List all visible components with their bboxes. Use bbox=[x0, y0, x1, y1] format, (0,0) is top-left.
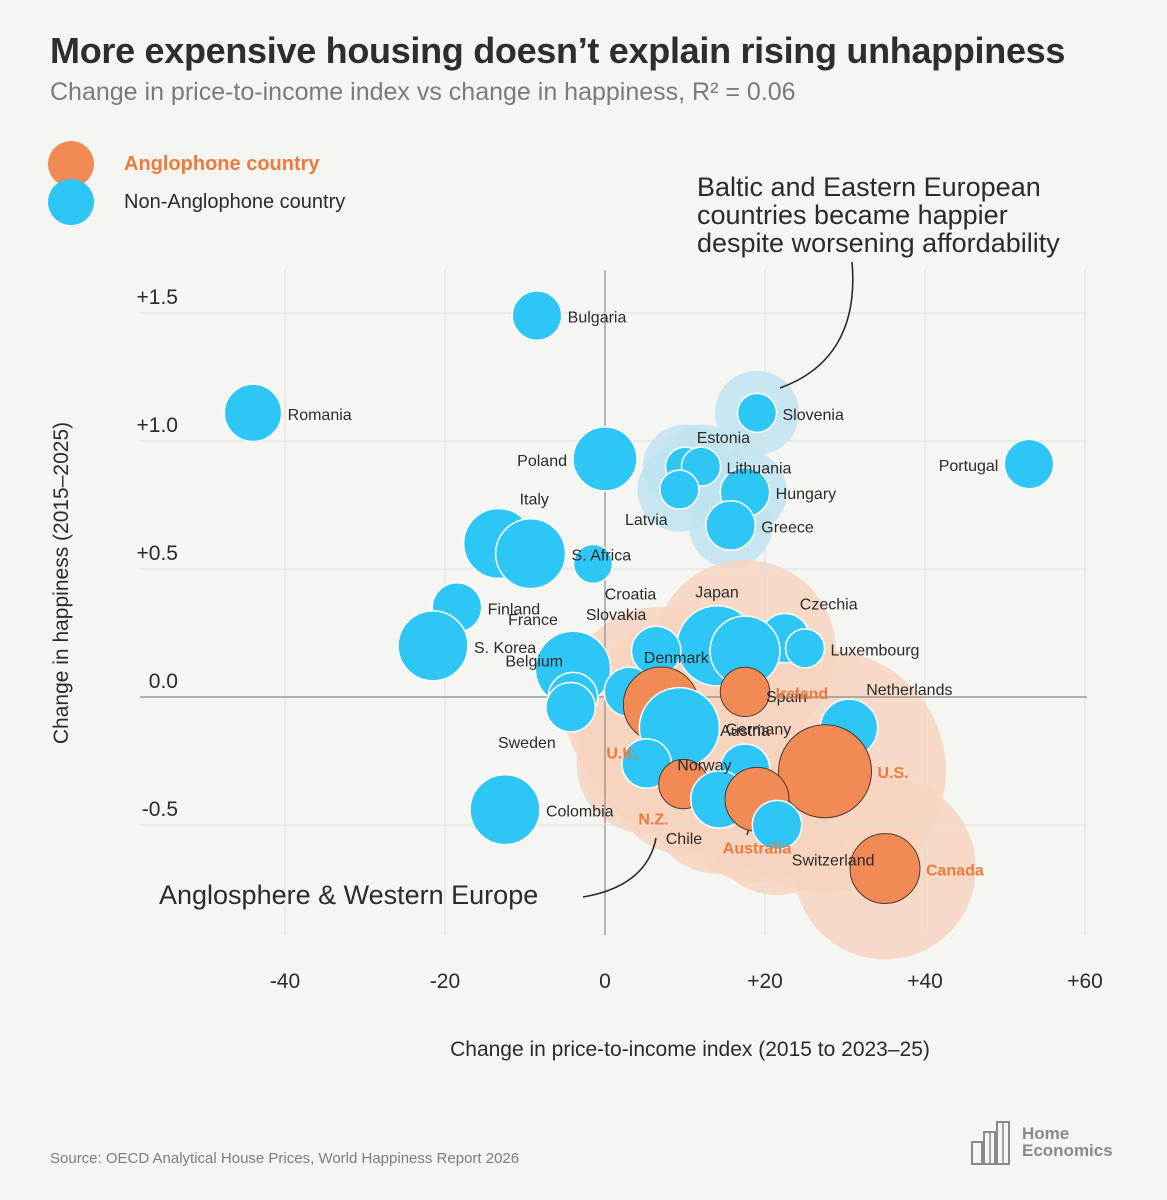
label-u-k: U.K. bbox=[606, 745, 638, 762]
label-estonia: Estonia bbox=[697, 430, 750, 447]
point-portugal[interactable] bbox=[1003, 438, 1055, 490]
data-points bbox=[223, 290, 1055, 904]
brand-line-1: Home bbox=[1022, 1124, 1070, 1143]
label-colombia: Colombia bbox=[546, 804, 614, 821]
legend-label-anglophone: Anglophone country bbox=[124, 152, 320, 175]
brand-line-2: Economics bbox=[1022, 1141, 1113, 1160]
legend-dot-non-anglophone bbox=[48, 179, 94, 225]
point-switzerland[interactable] bbox=[751, 799, 803, 851]
y-tick-label: -0.5 bbox=[142, 798, 178, 821]
point-u-s[interactable] bbox=[777, 724, 873, 819]
label-japan: Japan bbox=[695, 585, 739, 602]
label-s-africa: S. Africa bbox=[572, 548, 632, 565]
point-canada[interactable] bbox=[849, 833, 921, 904]
legend-item-anglophone: Anglophone country bbox=[48, 141, 345, 187]
label-canada: Canada bbox=[926, 863, 984, 880]
label-switzerland: Switzerland bbox=[792, 853, 875, 870]
chart-title: More expensive housing doesn’t explain r… bbox=[50, 30, 1066, 71]
label-austria: Austria bbox=[720, 723, 770, 740]
label-n-z: N.Z. bbox=[638, 812, 668, 829]
label-spain: Spain bbox=[766, 689, 807, 706]
baltic-callout-line bbox=[779, 261, 854, 389]
label-luxembourg: Luxembourg bbox=[831, 642, 920, 659]
label-portugal: Portugal bbox=[939, 458, 999, 475]
label-australia: Australia bbox=[723, 840, 792, 857]
label-greece: Greece bbox=[761, 519, 814, 536]
brand-logo: Home Economics bbox=[970, 1118, 1113, 1166]
source-note: Source: OECD Analytical House Prices, Wo… bbox=[50, 1150, 520, 1167]
x-tick-label: -40 bbox=[270, 970, 300, 993]
x-tick-label: +60 bbox=[1067, 970, 1103, 993]
point-luxembourg[interactable] bbox=[784, 628, 826, 669]
point-labels: Bulgaria Romania Slovenia Poland Estonia Lith… bbox=[288, 310, 999, 880]
point-s-korea[interactable] bbox=[397, 610, 469, 682]
label-latvia: Latvia bbox=[625, 512, 668, 529]
y-tick-label: +1.0 bbox=[137, 414, 178, 437]
label-croatia: Croatia bbox=[605, 586, 657, 603]
y-tick-label: 0.0 bbox=[149, 670, 178, 693]
baltic-annotation-line-1: Baltic and Eastern European bbox=[697, 172, 1041, 202]
label-norway: Norway bbox=[677, 758, 731, 775]
label-lithuania: Lithuania bbox=[727, 461, 792, 478]
point-s-africa[interactable] bbox=[494, 517, 567, 590]
point-latvia[interactable] bbox=[659, 469, 700, 510]
building-icon bbox=[971, 1121, 1010, 1165]
label-belgium: Belgium bbox=[505, 653, 563, 670]
anglosphere-callout-line bbox=[582, 837, 657, 898]
legend-item-non-anglophone: Non-Anglophone country bbox=[48, 179, 346, 225]
point-sweden[interactable] bbox=[545, 681, 597, 733]
label-france: France bbox=[508, 612, 558, 629]
y-tick-label: +0.5 bbox=[137, 542, 178, 565]
label-s-korea: S. Korea bbox=[474, 640, 536, 657]
x-tick-label: +20 bbox=[747, 970, 783, 993]
point-colombia[interactable] bbox=[469, 773, 541, 846]
y-axis-label: Change in happiness (2015–2025) bbox=[50, 422, 73, 744]
label-sweden: Sweden bbox=[498, 735, 556, 752]
point-poland[interactable] bbox=[572, 426, 638, 492]
baltic-annotation-line-3: despite worsening affordability bbox=[697, 228, 1060, 258]
point-slovenia[interactable] bbox=[736, 392, 778, 434]
label-netherlands: Netherlands bbox=[866, 682, 952, 699]
label-slovenia: Slovenia bbox=[783, 407, 844, 424]
label-denmark: Denmark bbox=[644, 650, 710, 667]
x-tick-label: -20 bbox=[430, 970, 460, 993]
x-axis-label: Change in price-to-income index (2015 to… bbox=[450, 1038, 930, 1061]
label-poland: Poland bbox=[517, 453, 567, 470]
label-finland: Finland bbox=[488, 601, 540, 618]
point-croatia[interactable] bbox=[572, 543, 614, 585]
label-ireland: Ireland bbox=[776, 686, 828, 703]
label-czechia: Czechia bbox=[800, 596, 858, 613]
axis-ticks: -40 -20 0 +20 +40 +60 +1.5 +1.0 +0.5 0.0 -0.5 bbox=[137, 286, 1103, 993]
legend: Anglophone country Non-Anglophone countr… bbox=[48, 141, 346, 225]
point-bulgaria[interactable] bbox=[511, 290, 563, 341]
legend-label-non-anglophone: Non-Anglophone country bbox=[124, 190, 346, 213]
baltic-annotation-line-2: countries became happier bbox=[697, 200, 1008, 230]
chart-subtitle: Change in price-to-income index vs chang… bbox=[50, 78, 796, 106]
label-chile: Chile bbox=[666, 831, 703, 848]
label-hungary: Hungary bbox=[776, 486, 836, 503]
y-tick-label: +1.5 bbox=[137, 286, 178, 309]
label-u-s: U.S. bbox=[878, 765, 909, 782]
label-germany: Germany bbox=[725, 722, 791, 739]
label-bulgaria: Bulgaria bbox=[568, 310, 627, 327]
label-romania: Romania bbox=[288, 407, 352, 424]
anglosphere-annotation: Anglosphere & Western Europe bbox=[159, 880, 538, 910]
point-romania[interactable] bbox=[223, 383, 283, 443]
x-tick-label: +40 bbox=[907, 970, 943, 993]
x-tick-label: 0 bbox=[599, 970, 611, 993]
brand-wordmark: Home Economics bbox=[1022, 1125, 1113, 1159]
point-ireland[interactable] bbox=[719, 666, 771, 718]
annotations: Baltic and Eastern European countries be… bbox=[159, 172, 1060, 910]
label-italy: Italy bbox=[520, 491, 549, 508]
label-slovakia: Slovakia bbox=[586, 607, 647, 624]
point-greece[interactable] bbox=[705, 500, 757, 551]
